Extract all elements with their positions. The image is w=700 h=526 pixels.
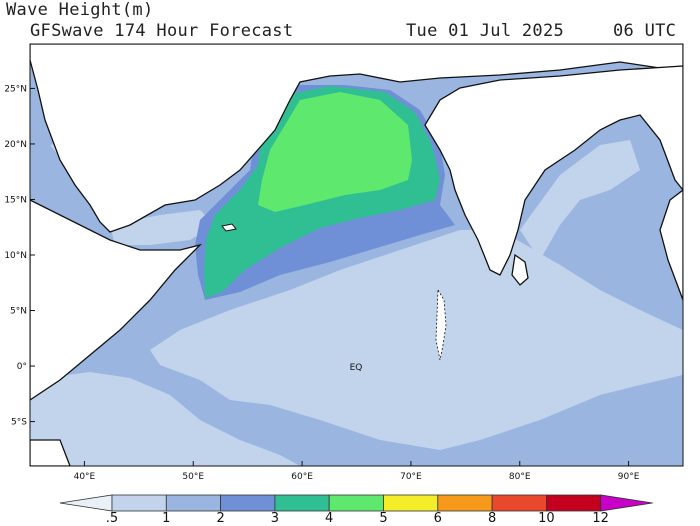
forecast-date: Tue 01 Jul 2025 xyxy=(406,21,565,41)
colorbar-label: 4 xyxy=(325,511,334,526)
colorbar-label: 1 xyxy=(162,511,171,526)
lat-tick-label: 20°N xyxy=(4,140,27,150)
longitude-axis: 40°E 50°E 60°E 70°E 80°E 90°E xyxy=(74,461,640,482)
lon-tick-label: 60°E xyxy=(291,472,313,482)
land-socotra xyxy=(221,223,237,232)
land-africa-arabia xyxy=(30,44,683,233)
wave-zone-05-1m-bay xyxy=(520,140,640,260)
colorbar-segment xyxy=(546,494,602,512)
colorbar-upper-arrow xyxy=(600,494,653,512)
land-southeast-asia xyxy=(659,189,683,301)
colorbar-label: .5 xyxy=(105,511,119,526)
wave-zone-4-5m xyxy=(258,92,412,212)
colorbar-label: 8 xyxy=(487,511,497,526)
lon-tick-label: 80°E xyxy=(509,472,531,482)
map-field xyxy=(30,44,683,466)
colorbar-segment xyxy=(111,494,167,512)
land-srilanka xyxy=(511,253,529,286)
lon-tick-label: 70°E xyxy=(400,472,422,482)
land-maldives xyxy=(435,288,447,361)
lat-tick-label: 25°N xyxy=(4,84,27,94)
colorbar-label: 10 xyxy=(538,511,555,526)
lon-tick-label: 40°E xyxy=(74,472,96,482)
colorbar-lower-arrow xyxy=(59,494,113,512)
land-madagascar xyxy=(30,439,71,466)
colorbar-segment xyxy=(383,494,439,512)
colorbar-segment xyxy=(165,494,222,512)
forecast-subtitle: GFSwave 174 Hour Forecast xyxy=(30,21,294,41)
colorbar-segment xyxy=(274,494,330,512)
wave-zone-05-1m-central xyxy=(150,230,683,450)
lat-tick-label: 10°N xyxy=(4,251,27,261)
colorbar-label: 12 xyxy=(592,511,609,526)
lat-tick-label: 5°S xyxy=(11,418,27,428)
colorbar-label: 2 xyxy=(216,511,225,526)
chart-title: Wave Height(m) xyxy=(6,0,154,20)
colorbar-segment xyxy=(220,494,276,512)
forecast-utc: 06 UTC xyxy=(613,21,677,41)
colorbar-label: 6 xyxy=(433,511,442,526)
colorbar-segment xyxy=(328,494,384,512)
lat-tick-label: 5°N xyxy=(10,307,27,317)
colorbar xyxy=(59,494,653,512)
colorbar-label: 5 xyxy=(379,511,388,526)
lat-tick-label: 15°N xyxy=(4,195,27,205)
colorbar-label: 3 xyxy=(270,511,280,526)
colorbar-segment xyxy=(491,494,547,512)
wave-zone-05-1m-gulf xyxy=(110,210,215,245)
lon-tick-label: 50°E xyxy=(182,472,204,482)
land-somalia xyxy=(30,199,203,401)
equator-label: EQ xyxy=(350,363,363,373)
land-india xyxy=(424,65,683,276)
wave-zone-05-1m-south xyxy=(30,372,300,466)
lat-tick-label: 0° xyxy=(17,362,27,372)
latitude-axis: 25°N 20°N 15°N 10°N 5°N 0° 5°S xyxy=(4,84,35,428)
colorbar-segment xyxy=(437,494,493,512)
lon-tick-label: 90°E xyxy=(618,472,640,482)
